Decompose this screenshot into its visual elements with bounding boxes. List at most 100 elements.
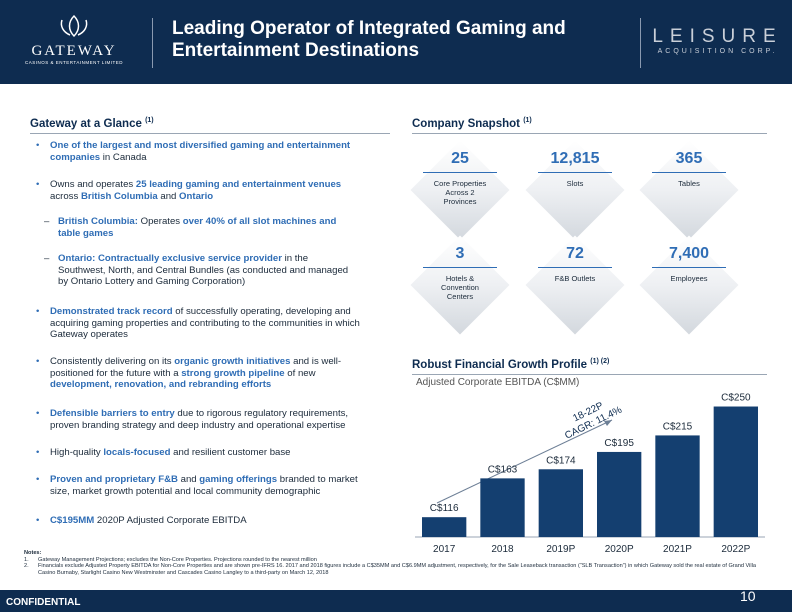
snapshot-tile: 7,400 Employees xyxy=(634,230,744,340)
data-label: C$116 xyxy=(430,503,459,514)
bullet: • Demonstrated track record of successful… xyxy=(36,306,370,341)
bullet: • Defensible barriers to entry due to rig… xyxy=(36,408,370,431)
bullet-run: of successfully operating, developing an… xyxy=(50,306,360,341)
tile-value: 7,400 xyxy=(668,245,710,262)
footer-bar xyxy=(0,590,792,612)
page-number: 10 xyxy=(740,588,756,604)
data-label: C$215 xyxy=(663,421,693,432)
bullet-run: strong growth pipeline xyxy=(181,367,285,379)
logo-tagline: CASINOS & ENTERTAINMENT LIMITED xyxy=(24,60,123,65)
x-tick-label: 2022P xyxy=(721,544,750,555)
leisure-logo: LEISURE ACQUISITION CORP. xyxy=(650,26,785,55)
tile-value: 365 xyxy=(675,150,703,167)
logo-name: GATEWAY xyxy=(31,43,117,59)
section-heading: Robust Financial Growth Profile (1) (2) xyxy=(412,358,609,371)
note-ref: (1) xyxy=(145,117,154,124)
bullet-run: locals-focused xyxy=(103,447,171,458)
bullet-run: development, renovation, and rebranding … xyxy=(50,379,272,391)
bullet-marker: • xyxy=(36,140,40,151)
x-tick-label: 2018 xyxy=(491,544,514,555)
bullet-run: and is well-positioned for the future wi… xyxy=(50,356,342,379)
bullet-run: One of the largest and most diversified … xyxy=(50,140,351,163)
bullet-run: Proven and proprietary F&B xyxy=(50,474,178,485)
bullet-marker: • xyxy=(36,179,40,190)
section-heading: Gateway at a Glance (1) xyxy=(30,117,154,130)
bullet-run: organic growth initiatives xyxy=(174,356,291,367)
cagr-arrow xyxy=(436,419,613,504)
title-line: Leading Operator of Integrated Gaming an… xyxy=(172,18,566,39)
bullet-marker: – xyxy=(44,216,50,227)
tile-label: Slots xyxy=(566,179,584,188)
logo-tagline: ACQUISITION CORP. xyxy=(657,48,778,55)
x-tick-label: 2019P xyxy=(546,544,575,555)
bullet-run: Demonstrated track record xyxy=(50,306,173,317)
bullet: • Owns and operates 25 leading gaming and… xyxy=(36,179,370,202)
note: 2. Financials exclude Adjusted Property E… xyxy=(24,563,769,576)
gateway-logo: GATEWAY CASINOS & ENTERTAINMENT LIMITED xyxy=(14,14,134,65)
bullet: – British Columbia: Operates over 40% of … xyxy=(44,216,358,239)
tile-value: 12,815 xyxy=(550,150,600,167)
bullet-run: branded to market size, market growth po… xyxy=(50,474,358,497)
bullet-run: gaming offerings xyxy=(199,474,278,485)
x-tick-label: 2020P xyxy=(605,544,634,555)
logo-mark xyxy=(60,14,88,38)
snapshot-tile: 72 F&B Outlets xyxy=(520,230,630,340)
confidential-label: CONFIDENTIAL xyxy=(6,597,81,608)
bullet-run: High-quality xyxy=(50,447,104,458)
bullet-marker: • xyxy=(36,474,40,485)
bullet: • Consistently delivering on its organic … xyxy=(36,356,370,391)
bullet-marker: • xyxy=(36,408,40,419)
x-tick-label: 2021P xyxy=(663,544,692,555)
slide-title: Leading Operator of Integrated Gaming an… xyxy=(172,18,566,62)
bullet-run: Ontario xyxy=(179,190,214,202)
heading-text: Company Snapshot xyxy=(412,117,520,130)
section-heading: Company Snapshot (1) xyxy=(412,117,532,130)
bar xyxy=(480,478,525,537)
data-label: C$174 xyxy=(546,455,576,466)
heading-text: Gateway at a Glance xyxy=(30,117,142,130)
bullet: – Ontario: Contractually exclusive servic… xyxy=(44,253,358,288)
title-line: Entertainment Destinations xyxy=(172,40,420,61)
snapshot-tile: 365 Tables xyxy=(634,135,744,245)
bullet-run: in the Southwest, North, and Central Bun… xyxy=(58,253,349,288)
note-ref: (1) (2) xyxy=(590,358,610,365)
snapshot-tile: 3 Hotels & Convention Centers xyxy=(405,230,515,340)
bullet-run: Consistently delivering on its xyxy=(50,356,175,367)
bar xyxy=(538,469,583,537)
divider xyxy=(152,18,153,68)
bullet: • C$195MM 2020P Adjusted Corporate EBITDA xyxy=(36,515,370,527)
tile-value: 3 xyxy=(455,245,465,262)
bar xyxy=(713,406,758,537)
bullet-marker: • xyxy=(36,356,40,367)
bullet-run: over 40% of all slot machines and table … xyxy=(58,216,337,239)
tile-label: Hotels & Convention Centers xyxy=(441,274,479,301)
tile-label: Tables xyxy=(678,179,700,188)
bullet-run: and resilient customer base xyxy=(170,447,291,458)
data-label: C$195 xyxy=(604,438,634,449)
tile-separator xyxy=(652,267,726,268)
bullet-run: due to rigorous regulatory requirements,… xyxy=(50,408,349,431)
tile-label: F&B Outlets xyxy=(554,274,596,283)
data-label: C$163 xyxy=(488,464,518,475)
bullet-run: Ontario: Contractually exclusive service… xyxy=(58,253,282,264)
cagr-annotation: 18-22P CAGR: 11.4% xyxy=(563,400,624,441)
bullet-run: Operates xyxy=(137,216,183,227)
note-number: 2. xyxy=(24,563,29,570)
divider xyxy=(640,18,641,68)
note-number: 1. xyxy=(24,556,29,563)
bullet-run: and xyxy=(177,474,200,485)
tile-label: Employees xyxy=(670,274,708,283)
note-ref: (1) xyxy=(523,117,532,124)
header-bar xyxy=(0,0,792,84)
rule xyxy=(30,133,390,134)
bar xyxy=(597,451,642,537)
bullet-run: British Columbia: xyxy=(58,216,138,227)
arrow-head xyxy=(604,420,612,426)
bullet-run: C$195MM xyxy=(50,515,95,526)
snapshot-tile: 12,815 Slots xyxy=(520,135,630,245)
chart-title: Adjusted Corporate EBITDA (C$MM) xyxy=(416,377,580,388)
bullet-run: 2020P Adjusted Corporate EBITDA xyxy=(94,515,247,526)
note-text: Financials exclude Adjusted Property EBI… xyxy=(38,563,757,576)
